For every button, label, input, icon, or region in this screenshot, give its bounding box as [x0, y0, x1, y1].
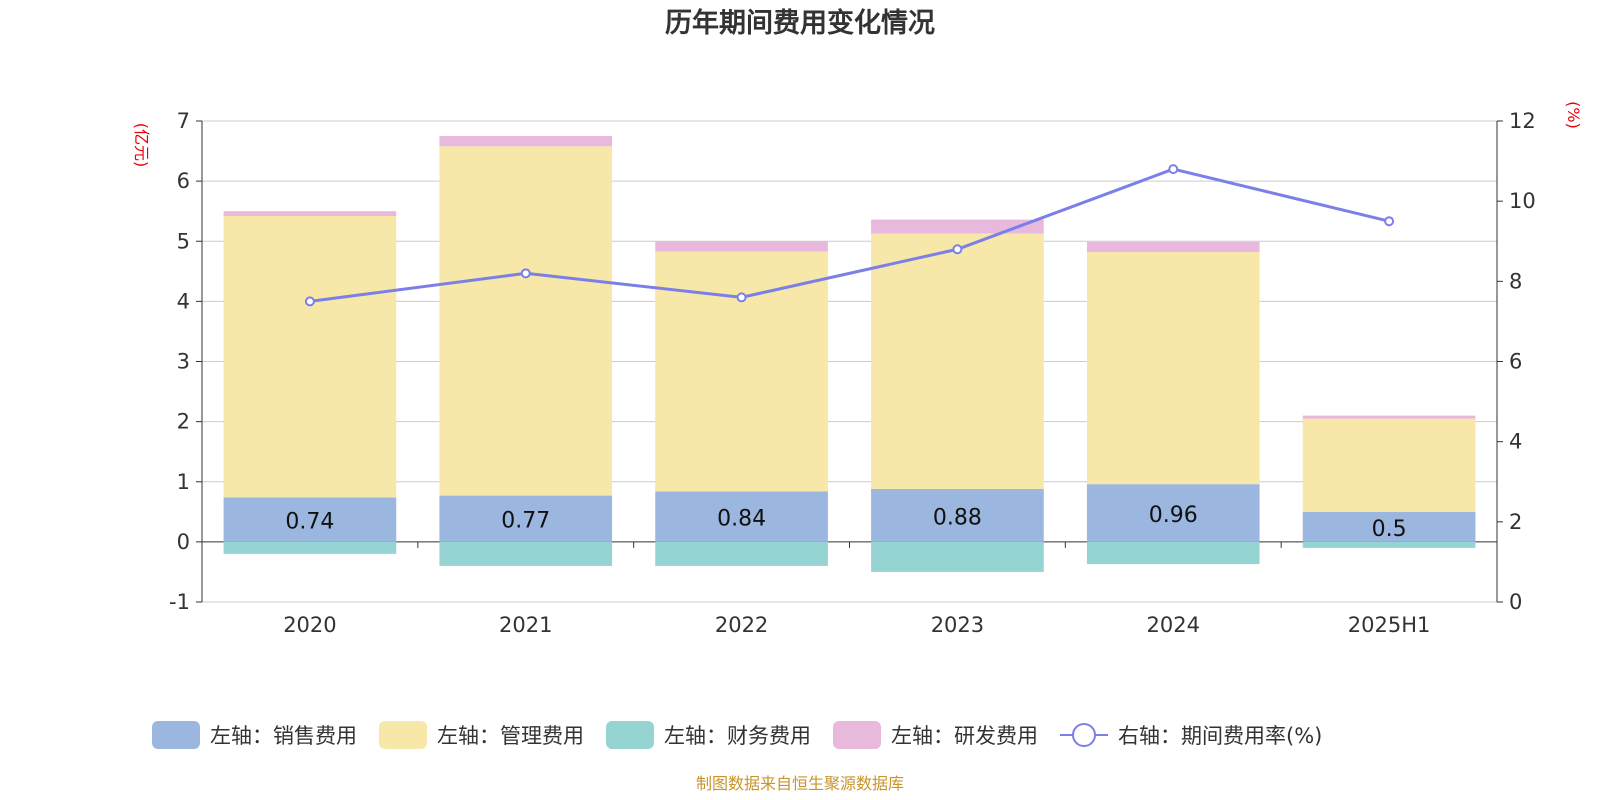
- legend-swatch-2: [606, 721, 654, 749]
- line-point: [952, 244, 963, 255]
- legend-marker: [1072, 723, 1096, 747]
- bar-1-2: [655, 251, 828, 492]
- legend: 左轴：销售费用 左轴：管理费用 左轴：财务费用 左轴：研发费用 右轴：期间费用率(%): [152, 721, 1322, 749]
- legend-swatch-3: [833, 721, 881, 749]
- bar-data-label: 0.5: [1372, 517, 1407, 542]
- legend-swatch-0: [152, 721, 200, 749]
- bar-0-0: [223, 497, 397, 542]
- right-axis-unit: (%): [1564, 101, 1583, 129]
- bar-2-0: [223, 541, 397, 554]
- bar-2-5: [1302, 541, 1476, 548]
- legend-swatch-1: [379, 721, 427, 749]
- bar-3-0: [223, 211, 397, 216]
- bar-1-0: [223, 215, 397, 498]
- bar-1-5: [1302, 418, 1476, 512]
- bar-data-label: 0.88: [933, 505, 982, 530]
- left-tick-label: 6: [177, 169, 190, 193]
- legend-label-4: 右轴：期间费用率(%): [1118, 724, 1322, 748]
- bar-data-label: 0.96: [1149, 503, 1198, 528]
- series-line-4: [309, 167, 1390, 303]
- bar-0-3: [871, 488, 1044, 542]
- x-tick-label: 2022: [715, 613, 768, 637]
- rate-line: [304, 164, 1395, 307]
- legend-label-2: 左轴：财务费用: [664, 724, 811, 748]
- right-tick-label: 12: [1509, 109, 1536, 133]
- right-tick-label: 4: [1509, 430, 1522, 454]
- left-tick-label: 5: [177, 229, 190, 253]
- data-labels: 0.74 0.77 0.84 0.88 0.96 0.5: [285, 503, 1406, 542]
- bar-2-1: [439, 541, 613, 566]
- bar-1-4: [1086, 252, 1260, 485]
- bar-2-4: [1086, 541, 1260, 565]
- bar-2-2: [655, 541, 828, 566]
- x-tick-label: 2021: [499, 613, 552, 637]
- left-tick-label: 3: [177, 350, 190, 374]
- line-point: [736, 292, 747, 303]
- x-tick-label: 2025H1: [1348, 613, 1431, 637]
- left-axis-unit: (亿元): [132, 123, 151, 168]
- x-tick-label: 2023: [931, 613, 984, 637]
- bar-2-3: [871, 541, 1044, 572]
- bar-1-1: [439, 146, 613, 496]
- bar-data-label: 0.74: [285, 510, 334, 535]
- bar-0-2: [655, 491, 828, 542]
- bar-data-label: 0.84: [717, 507, 766, 532]
- bar-0-5: [1302, 511, 1476, 542]
- right-tick-label: 0: [1509, 590, 1522, 614]
- left-tick-label: 1: [177, 470, 190, 494]
- bar-3-1: [439, 136, 613, 147]
- bars: [223, 136, 1476, 572]
- line-point: [304, 296, 315, 307]
- bar-3-4: [1086, 241, 1260, 253]
- right-tick-label: 8: [1509, 269, 1522, 293]
- x-tick-label: 2024: [1147, 613, 1200, 637]
- bar-1-3: [871, 233, 1044, 489]
- bar-3-3: [871, 219, 1044, 234]
- bar-0-4: [1086, 484, 1260, 542]
- legend-label-3: 左轴：研发费用: [891, 724, 1038, 748]
- left-tick-label: 4: [177, 289, 190, 313]
- line-point: [1168, 164, 1179, 175]
- right-tick-label: 6: [1509, 350, 1522, 374]
- line-point: [1384, 216, 1395, 227]
- right-tick-label: 10: [1509, 189, 1536, 213]
- left-tick-label: 0: [177, 530, 190, 554]
- chart-title: 历年期间费用变化情况: [665, 7, 935, 39]
- left-tick-label: 2: [177, 410, 190, 434]
- bar-data-label: 0.77: [501, 509, 550, 534]
- legend-label-1: 左轴：管理费用: [437, 724, 584, 748]
- bar-0-1: [439, 495, 613, 542]
- bar-3-2: [655, 241, 828, 252]
- left-tick-label: -1: [169, 590, 190, 614]
- left-tick-label: 7: [177, 109, 190, 133]
- x-tick-label: 2020: [283, 613, 336, 637]
- bar-3-5: [1302, 415, 1476, 419]
- right-tick-label: 2: [1509, 510, 1522, 534]
- source-note: 制图数据来自恒生聚源数据库: [696, 774, 904, 793]
- line-point: [520, 268, 531, 279]
- legend-label-0: 左轴：销售费用: [210, 724, 357, 748]
